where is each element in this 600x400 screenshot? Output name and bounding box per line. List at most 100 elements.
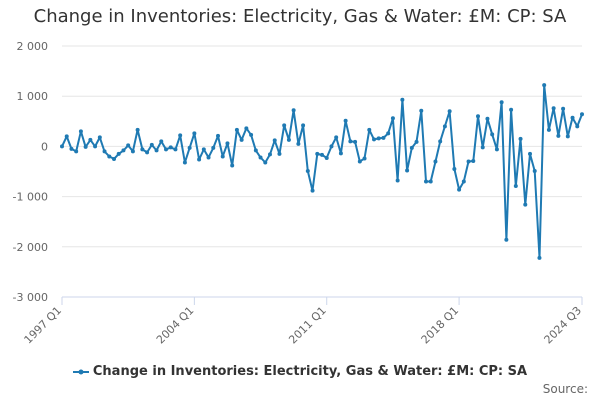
data-point — [310, 188, 315, 193]
data-point — [575, 124, 580, 129]
data-point — [192, 131, 197, 136]
data-point — [135, 127, 140, 132]
data-point — [253, 148, 258, 153]
data-point — [93, 144, 98, 149]
data-point — [60, 144, 64, 149]
data-point — [249, 132, 254, 137]
data-point — [244, 126, 249, 131]
data-point — [471, 158, 476, 163]
data-point — [348, 139, 353, 144]
data-point — [466, 159, 471, 164]
data-point — [130, 149, 135, 154]
data-point — [565, 134, 570, 139]
data-point — [461, 179, 466, 184]
data-point — [201, 147, 206, 152]
data-point — [480, 145, 485, 150]
data-point — [301, 123, 306, 128]
data-point — [376, 136, 381, 141]
data-point — [140, 147, 145, 152]
data-point — [518, 136, 523, 141]
data-point — [353, 139, 358, 144]
data-point — [282, 123, 287, 128]
data-point — [419, 108, 424, 113]
x-tick-label: 2018 Q1 — [419, 304, 462, 347]
data-point — [433, 159, 438, 164]
data-point — [263, 160, 268, 165]
data-point — [414, 139, 419, 144]
data-point — [107, 154, 112, 159]
data-point — [178, 133, 183, 138]
chart-title: Change in Inventories: Electricity, Gas … — [33, 6, 567, 27]
x-tick-label: 2011 Q1 — [286, 304, 329, 347]
data-point — [476, 114, 480, 119]
data-point — [386, 131, 391, 136]
data-point — [225, 141, 230, 146]
source-label: Source: — [542, 382, 588, 396]
data-point — [424, 179, 428, 184]
data-point — [390, 116, 395, 121]
data-point — [513, 184, 518, 189]
data-point — [239, 137, 244, 142]
data-point — [395, 178, 400, 183]
data-point — [324, 155, 329, 160]
data-point — [286, 137, 291, 142]
data-point — [74, 149, 79, 154]
data-point — [272, 138, 277, 143]
data-point — [537, 255, 542, 260]
data-point — [126, 143, 131, 148]
data-point — [315, 151, 320, 156]
data-point — [277, 151, 282, 156]
data-point — [168, 145, 173, 150]
legend-line-marker-icon — [72, 369, 89, 374]
data-point — [509, 107, 514, 112]
data-point — [159, 139, 164, 144]
data-point — [164, 147, 168, 152]
legend-label: Change in Inventories: Electricity, Gas … — [92, 364, 528, 379]
y-tick-label: 1 000 — [17, 90, 49, 103]
data-point — [97, 135, 102, 140]
legend[interactable]: Change in Inventories: Electricity, Gas … — [0, 364, 600, 379]
data-point — [216, 133, 220, 138]
data-point — [367, 127, 372, 132]
y-tick-label: 2 000 — [17, 40, 49, 53]
data-point — [485, 116, 490, 121]
y-tick-label: -2 000 — [13, 241, 48, 254]
data-point — [381, 135, 386, 140]
data-point — [206, 155, 211, 160]
x-tick-label: 2024 Q3 — [542, 304, 585, 347]
data-point — [532, 168, 537, 173]
data-point — [220, 154, 225, 159]
data-point — [234, 127, 239, 132]
data-point — [78, 129, 83, 134]
data-point — [362, 156, 367, 161]
x-tick-label: 1997 Q1 — [22, 304, 65, 347]
data-point — [551, 106, 556, 111]
data-point — [88, 137, 93, 142]
data-point — [494, 147, 499, 152]
data-point — [442, 124, 447, 129]
data-point — [447, 109, 452, 114]
data-point — [182, 160, 187, 165]
data-point — [338, 151, 343, 156]
data-point — [211, 145, 216, 150]
data-point — [121, 148, 126, 153]
data-point — [452, 166, 457, 171]
series-line — [61, 84, 583, 259]
data-point — [258, 155, 263, 160]
data-point — [528, 151, 532, 156]
data-point — [112, 156, 116, 161]
data-point — [409, 145, 414, 150]
data-point — [570, 115, 575, 120]
data-point — [69, 146, 74, 151]
data-point — [291, 108, 296, 113]
data-point — [357, 159, 362, 164]
data-point — [438, 139, 443, 144]
y-tick-label: -1 000 — [13, 191, 48, 204]
data-point — [428, 179, 433, 184]
data-point — [187, 145, 192, 150]
data-point — [230, 163, 235, 168]
data-point — [197, 157, 202, 162]
